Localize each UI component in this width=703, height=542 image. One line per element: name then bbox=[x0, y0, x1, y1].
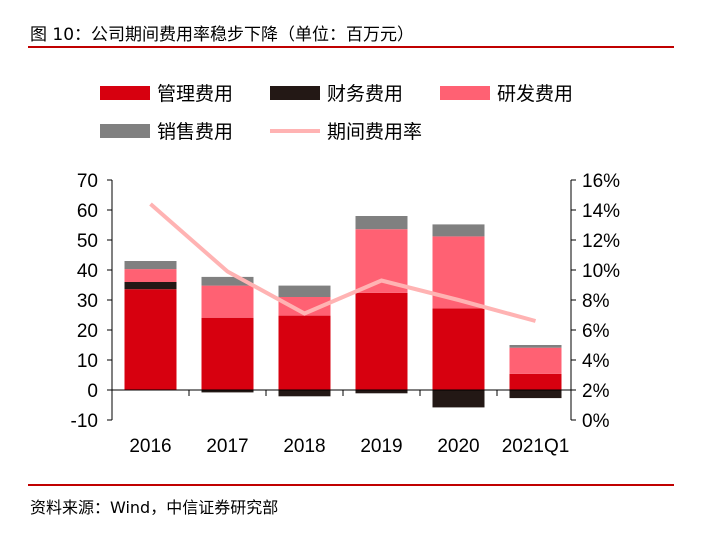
x-tick-label: 2016 bbox=[129, 436, 171, 457]
y2-tick-label: 12% bbox=[582, 231, 620, 252]
bar-0-2020 bbox=[432, 308, 485, 390]
bar-1-2016 bbox=[124, 282, 177, 290]
x-tick-label: 2017 bbox=[206, 436, 248, 457]
bar-3-2020 bbox=[432, 224, 485, 237]
y-tick-label: 60 bbox=[77, 201, 98, 222]
y2-tick-label: 0% bbox=[582, 411, 610, 432]
bar-3-2018 bbox=[278, 285, 331, 297]
bar-2-2021Q1 bbox=[509, 347, 562, 374]
legend-swatch-0 bbox=[100, 86, 150, 100]
y2-tick-label: 14% bbox=[582, 201, 620, 222]
y-tick-label: 70 bbox=[77, 171, 98, 192]
bar-1-2021Q1 bbox=[509, 390, 562, 399]
source-note: 资料来源：Wind，中信证券研究部 bbox=[30, 498, 279, 517]
x-tick-label: 2020 bbox=[437, 436, 479, 457]
legend-swatch-2 bbox=[440, 86, 490, 100]
x-tick-label: 2018 bbox=[283, 436, 325, 457]
figure-title: 图 10：公司期间费用率稳步下降（单位：百万元） bbox=[30, 25, 415, 45]
y-tick-label: 10 bbox=[77, 351, 98, 372]
legend-swatch-1 bbox=[270, 86, 320, 100]
y2-tick-label: 16% bbox=[582, 171, 620, 192]
y-tick-label: 50 bbox=[77, 231, 98, 252]
bar-1-2018 bbox=[278, 390, 331, 397]
bar-0-2017 bbox=[201, 317, 254, 390]
bar-3-2021Q1 bbox=[509, 345, 562, 348]
y-tick-label: 20 bbox=[77, 321, 98, 342]
legend-label-3: 销售费用 bbox=[157, 121, 233, 143]
x-tick-label: 2019 bbox=[360, 436, 402, 457]
y2-tick-label: 4% bbox=[582, 351, 610, 372]
legend-label-line: 期间费用率 bbox=[327, 121, 422, 143]
bar-0-2021Q1 bbox=[509, 373, 562, 390]
bar-1-2017 bbox=[201, 390, 254, 393]
y-tick-label: -10 bbox=[71, 411, 98, 432]
bar-2-2018 bbox=[278, 297, 331, 316]
y-tick-label: 30 bbox=[77, 291, 98, 312]
y2-tick-label: 2% bbox=[582, 381, 610, 402]
bar-0-2019 bbox=[355, 292, 408, 390]
y-tick-label: 40 bbox=[77, 261, 98, 282]
bar-1-2020 bbox=[432, 390, 485, 408]
y2-tick-label: 8% bbox=[582, 291, 610, 312]
bar-1-2019 bbox=[355, 390, 408, 394]
bar-3-2017 bbox=[201, 276, 254, 286]
title-rule bbox=[28, 46, 674, 48]
source-rule bbox=[28, 484, 674, 486]
y2-tick-label: 10% bbox=[582, 261, 620, 282]
bar-0-2018 bbox=[278, 315, 331, 390]
y-tick-label: 0 bbox=[87, 381, 98, 402]
bar-3-2016 bbox=[124, 261, 177, 270]
legend-label-1: 财务费用 bbox=[327, 83, 403, 105]
bar-3-2019 bbox=[355, 216, 408, 230]
x-tick-label: 2021Q1 bbox=[502, 436, 570, 457]
legend-swatch-3 bbox=[100, 124, 150, 138]
bar-2-2016 bbox=[124, 269, 177, 282]
legend-label-0: 管理费用 bbox=[157, 83, 233, 105]
rate-line bbox=[149, 202, 537, 323]
y2-tick-label: 6% bbox=[582, 321, 610, 342]
bar-2-2020 bbox=[432, 236, 485, 309]
legend-label-2: 研发费用 bbox=[497, 83, 573, 105]
bar-0-2016 bbox=[124, 289, 177, 390]
bar-2-2017 bbox=[201, 285, 254, 318]
